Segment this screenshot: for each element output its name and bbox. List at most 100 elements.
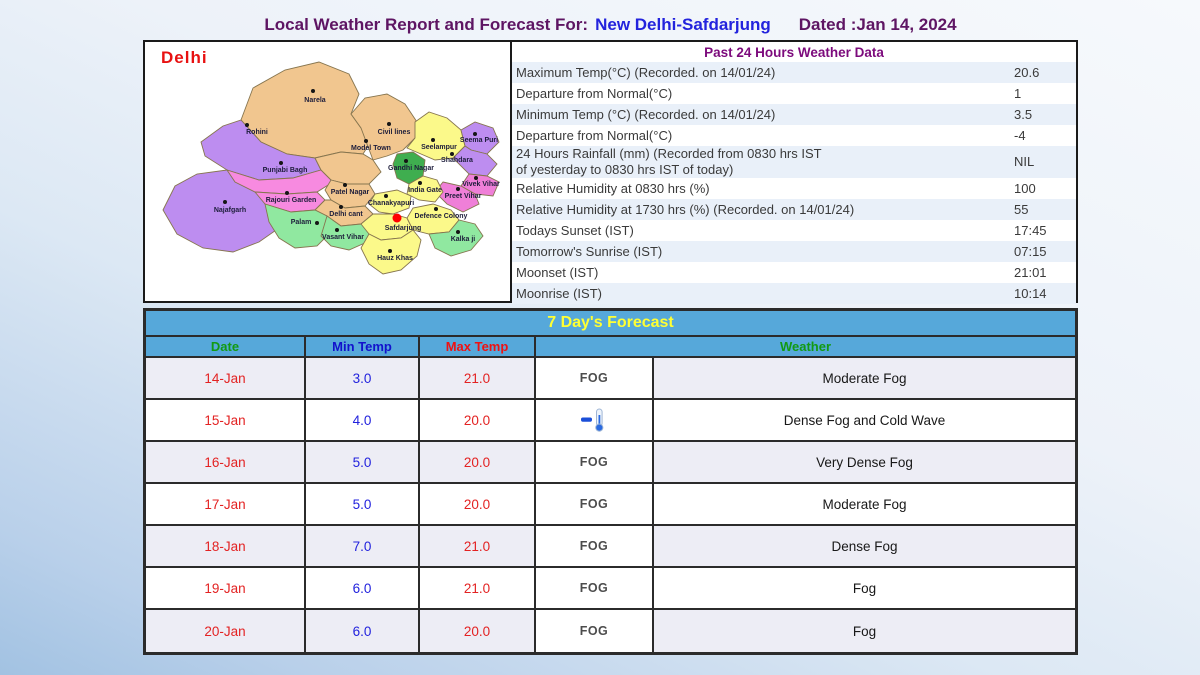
forecast-row: 15-Jan 4.0 20.0 Dense Fog and Cold Wave xyxy=(146,400,1075,442)
forecast-date-cell: 18-Jan xyxy=(146,526,306,566)
fog-icon: FOG xyxy=(579,624,609,638)
weather-data-row: Maximum Temp(°C) (Recorded. on 14/01/24)… xyxy=(512,62,1076,83)
forecast-weather-cell: Fog xyxy=(654,568,1075,608)
district-dot xyxy=(384,194,388,198)
forecast-max-temp-cell: 20.0 xyxy=(420,610,536,652)
fog-icon: FOG xyxy=(579,371,609,385)
forecast-row: 18-Jan 7.0 21.0 FOG Dense Fog xyxy=(146,526,1075,568)
forecast-min-temp-cell: 6.0 xyxy=(306,568,420,608)
forecast-max-temp-cell: 20.0 xyxy=(420,442,536,482)
weather-data-label: Moonset (IST) xyxy=(516,264,599,280)
weather-data-label: Todays Sunset (IST) xyxy=(516,222,634,238)
district-dot xyxy=(335,228,339,232)
forecast-max-temp-cell: 20.0 xyxy=(420,400,536,440)
district-label: Shahdara xyxy=(441,157,473,164)
forecast-weather-cell: Very Dense Fog xyxy=(654,442,1075,482)
weather-data-value: 10:14 xyxy=(1014,285,1047,301)
forecast-min-temp-cell: 6.0 xyxy=(306,610,420,652)
district-label: Rajouri Garden xyxy=(266,197,317,204)
district-dot xyxy=(387,122,391,126)
district-dot xyxy=(473,132,477,136)
page-title: Local Weather Report and Forecast For: Ne… xyxy=(143,10,1078,40)
district-dot xyxy=(450,152,454,156)
weather-data-label: Departure from Normal(°C) xyxy=(516,85,673,101)
weather-data-label: Relative Humidity at 1730 hrs (%) (Recor… xyxy=(516,201,855,217)
forecast-max-temp-cell: 20.0 xyxy=(420,484,536,524)
station-marker-safdarjung xyxy=(392,213,402,223)
top-section: Delhi Najafgarh Narela Rohini Punjabi Bagh C… xyxy=(143,40,1078,304)
weather-data-row: Minimum Temp (°C) (Recorded. on 14/01/24… xyxy=(512,104,1076,125)
forecast-date-cell: 17-Jan xyxy=(146,484,306,524)
forecast-column-headers: Date Min Temp Max Temp Weather xyxy=(146,337,1075,358)
weather-data-row: Moonrise (IST) 10:14 xyxy=(512,283,1076,304)
weather-data-row: Tomorrow's Sunrise (IST) 07:15 xyxy=(512,241,1076,262)
weather-data-value: 1 xyxy=(1014,85,1022,101)
dated-label: Dated :Jan 14, 2024 xyxy=(798,15,957,34)
district-label: Seema Puri xyxy=(460,137,498,144)
delhi-map-svg: Najafgarh Narela Rohini Punjabi Bagh Civil l… xyxy=(162,61,500,275)
cold-wave-icon xyxy=(581,408,604,432)
past24-panel: Past 24 Hours Weather Data Maximum Temp(… xyxy=(512,42,1076,304)
weather-data-value: NIL xyxy=(1014,154,1035,169)
forecast-table: 7 Day's Forecast Date Min Temp Max Temp … xyxy=(143,308,1078,655)
district-dot xyxy=(434,207,438,211)
location-link[interactable]: New Delhi-Safdarjung xyxy=(595,15,771,34)
weather-data-label: 24 Hours Rainfall (mm) (Recorded from 08… xyxy=(516,146,822,177)
district-kalka-ji xyxy=(428,219,484,257)
col-header-weather: Weather xyxy=(779,339,832,354)
forecast-row: 16-Jan 5.0 20.0 FOG Very Dense Fog xyxy=(146,442,1075,484)
forecast-weather-cell: Moderate Fog xyxy=(654,358,1075,398)
forecast-icon-cell: FOG xyxy=(536,526,654,566)
fog-icon: FOG xyxy=(579,539,609,553)
district-label: Rohini xyxy=(246,129,268,136)
district-label: India Gate xyxy=(408,187,442,194)
district-dot xyxy=(311,89,315,93)
weather-data-value: 20.6 xyxy=(1014,64,1040,80)
weather-data-label: Departure from Normal(°C) xyxy=(516,127,673,143)
district-label: Seelampur xyxy=(421,144,457,151)
map-title: Delhi xyxy=(161,48,208,67)
district-dot xyxy=(364,139,368,143)
district-label: Delhi cant xyxy=(329,211,363,218)
district-label: Preet Vihar xyxy=(445,193,482,200)
district-label: Safdarjung xyxy=(385,225,422,232)
weather-data-label: Relative Humidity at 0830 hrs (%) xyxy=(516,180,710,196)
forecast-date-cell: 15-Jan xyxy=(146,400,306,440)
district-dot xyxy=(456,230,460,234)
forecast-weather-cell: Dense Fog xyxy=(654,526,1075,566)
forecast-min-temp-cell: 3.0 xyxy=(306,358,420,398)
fog-icon: FOG xyxy=(579,581,609,595)
forecast-icon-cell: FOG xyxy=(536,484,654,524)
forecast-row: 19-Jan 6.0 21.0 FOG Fog xyxy=(146,568,1075,610)
weather-data-row: Departure from Normal(°C) -4 xyxy=(512,125,1076,146)
weather-data-label: Minimum Temp (°C) (Recorded. on 14/01/24… xyxy=(516,106,776,122)
district-dot xyxy=(431,138,435,142)
forecast-min-temp-cell: 5.0 xyxy=(306,484,420,524)
district-dot xyxy=(245,123,249,127)
forecast-min-temp-cell: 7.0 xyxy=(306,526,420,566)
district-label: Palam xyxy=(291,219,312,226)
page-title-prefix: Local Weather Report and Forecast For: xyxy=(264,15,589,34)
weather-data-value: 07:15 xyxy=(1014,243,1047,259)
forecast-weather-cell: Moderate Fog xyxy=(654,484,1075,524)
district-label: Gandhi Nagar xyxy=(388,165,434,172)
district-dot xyxy=(315,221,319,225)
weather-data-row: Moonset (IST) 21:01 xyxy=(512,262,1076,283)
forecast-date-cell: 19-Jan xyxy=(146,568,306,608)
district-shahdara xyxy=(452,145,498,177)
district-label: Narela xyxy=(304,97,326,104)
weather-report-page: Local Weather Report and Forecast For: Ne… xyxy=(143,10,1078,655)
weather-data-value: 55 xyxy=(1014,201,1029,217)
forecast-row: 14-Jan 3.0 21.0 FOG Moderate Fog xyxy=(146,358,1075,400)
forecast-min-temp-cell: 4.0 xyxy=(306,400,420,440)
district-seelampur xyxy=(406,111,466,161)
delhi-map-panel: Delhi Najafgarh Narela Rohini Punjabi Bagh C… xyxy=(145,42,512,301)
forecast-date-cell: 14-Jan xyxy=(146,358,306,398)
district-label: Chanakyapuri xyxy=(368,200,414,207)
forecast-weather-cell: Dense Fog and Cold Wave xyxy=(654,400,1075,440)
district-label: Najafgarh xyxy=(214,207,246,214)
forecast-body: 14-Jan 3.0 21.0 FOG Moderate Fog 15-Jan 4.0 20.… xyxy=(146,358,1075,652)
forecast-icon-cell: FOG xyxy=(536,568,654,608)
district-label: Kalka ji xyxy=(451,236,476,243)
col-header-max-temp: Max Temp xyxy=(420,337,536,356)
